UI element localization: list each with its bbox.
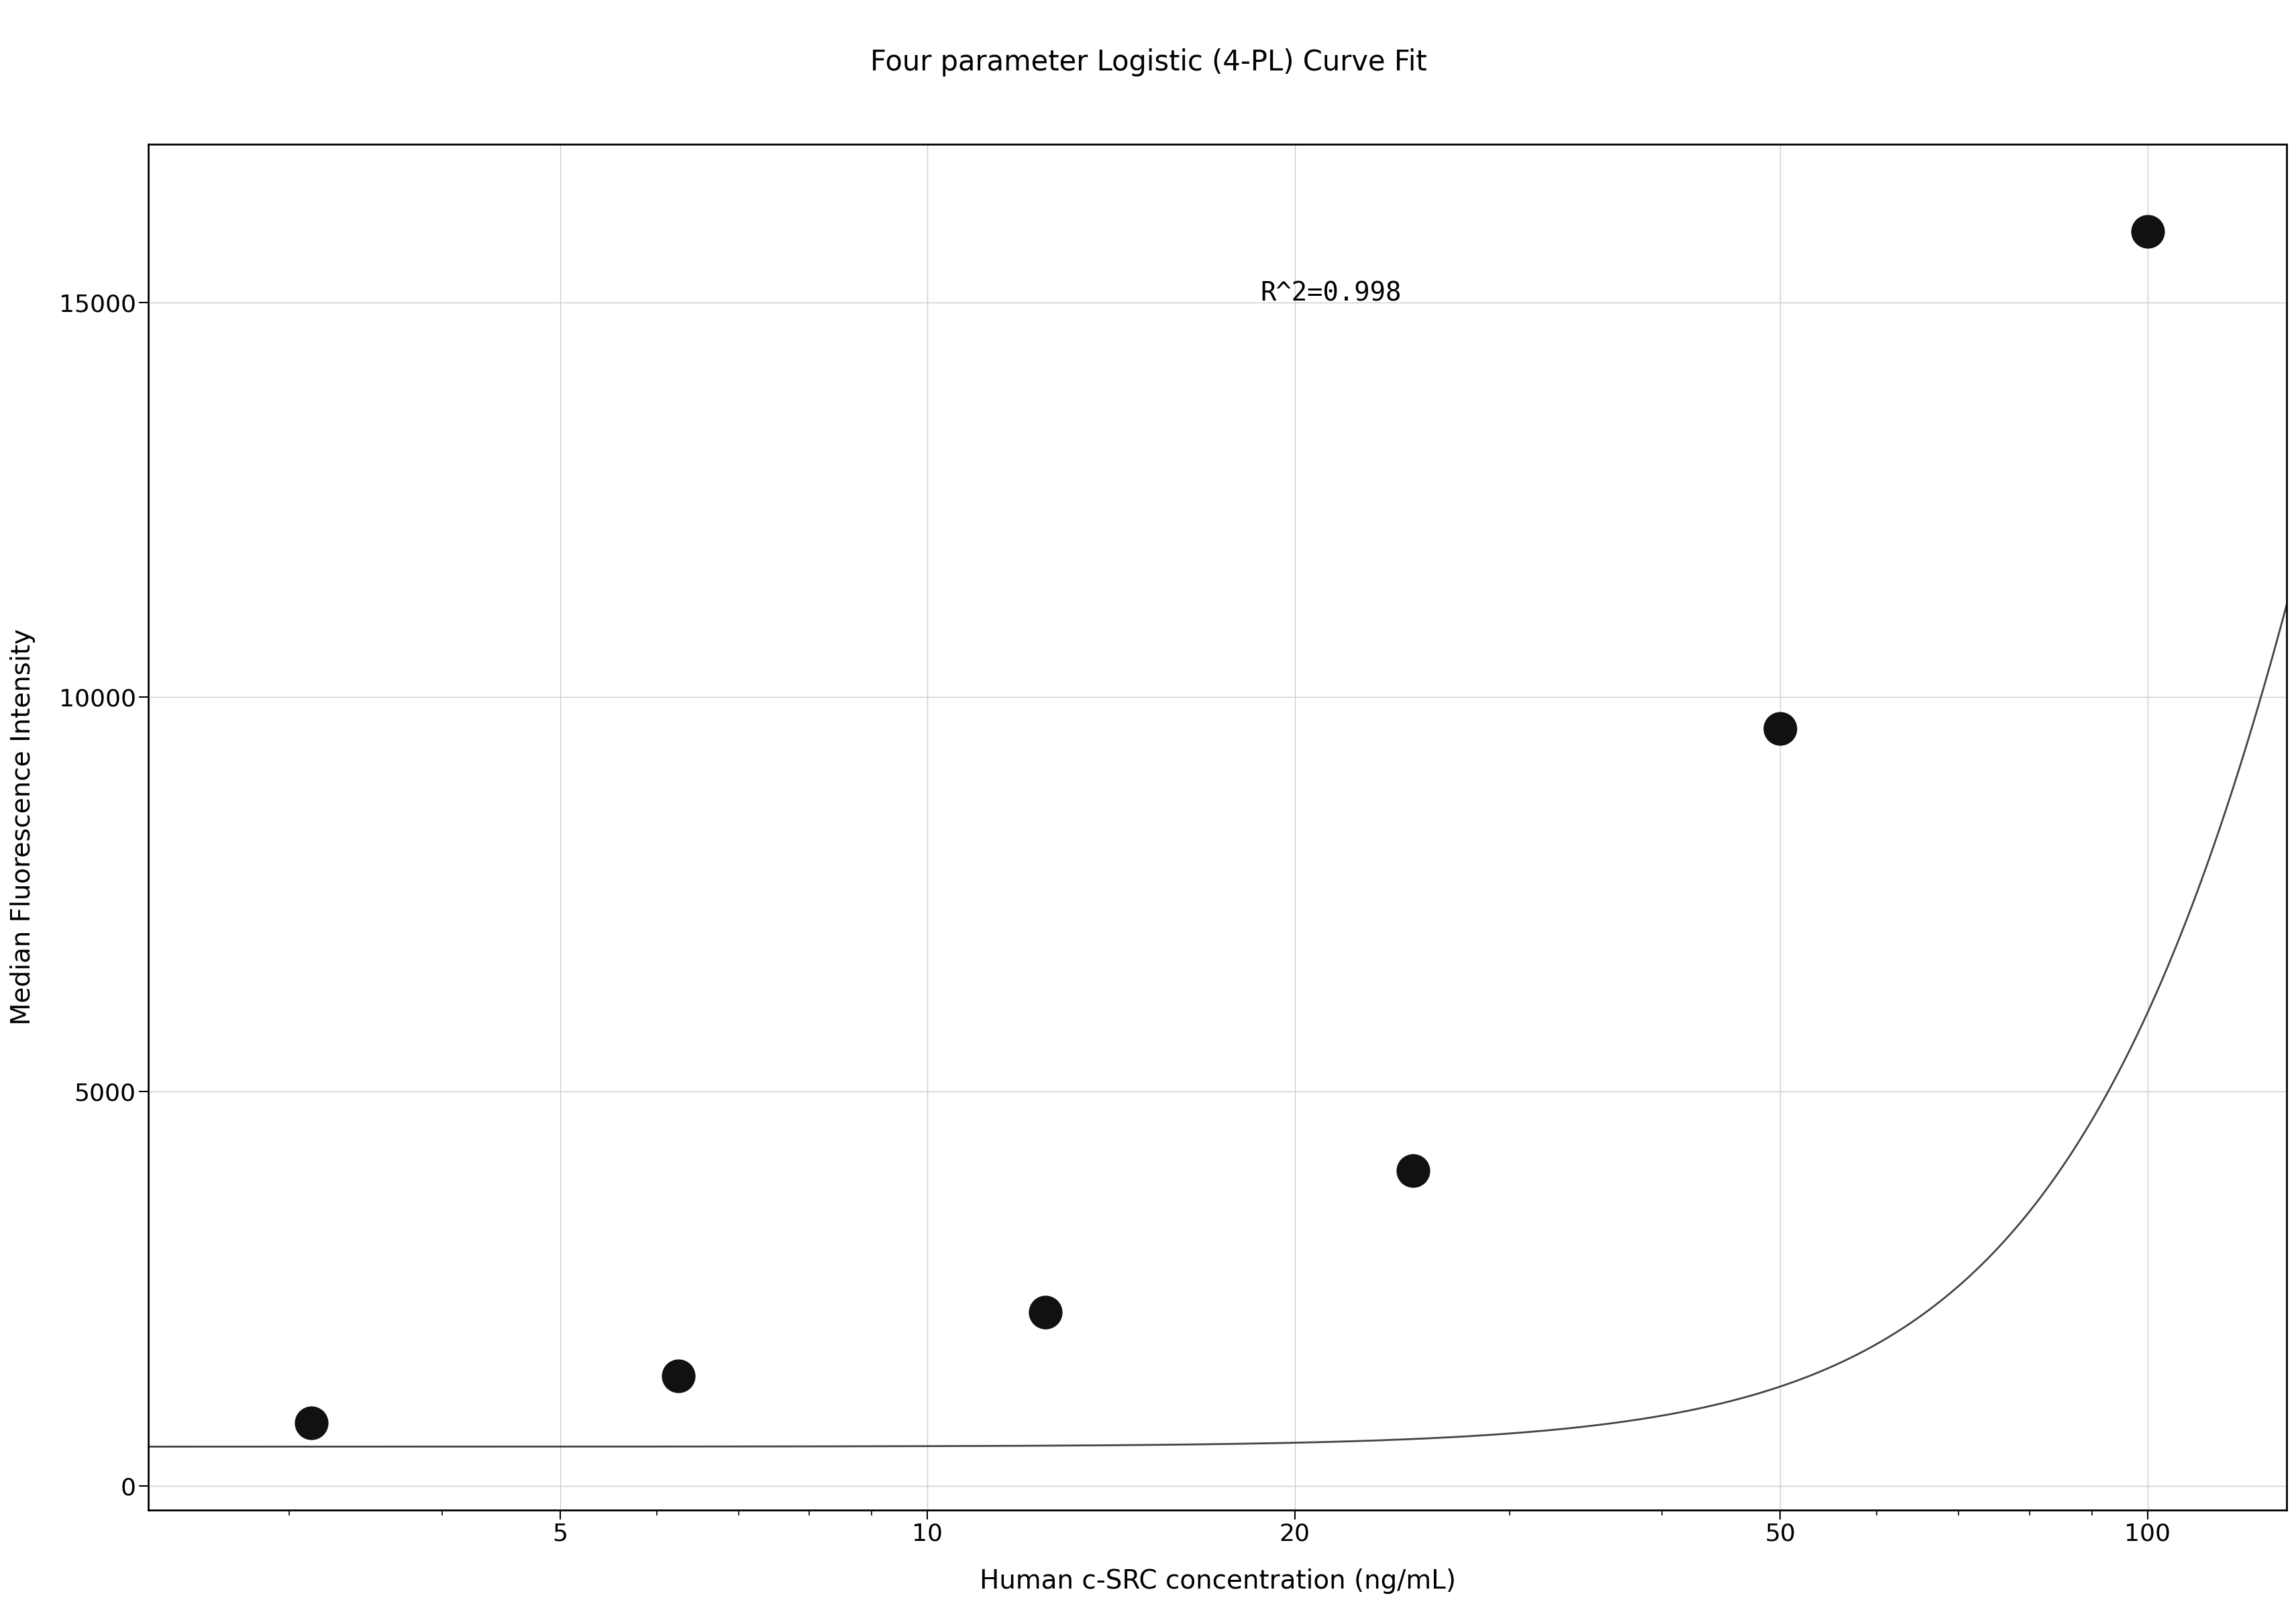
Text: R^2=0.998: R^2=0.998 (1261, 281, 1401, 306)
Point (1394, 1158, 1430, 1184)
Y-axis label: Median Fluorescence Intensity: Median Fluorescence Intensity (9, 629, 34, 1025)
Point (2128, 218, 2165, 244)
X-axis label: Human c-SRC concentration (ng/mL): Human c-SRC concentration (ng/mL) (978, 1569, 1456, 1594)
Point (659, 1363, 696, 1389)
Point (1761, 715, 1798, 741)
Text: Four parameter Logistic (4-PL) Curve Fit: Four parameter Logistic (4-PL) Curve Fit (870, 48, 1426, 77)
Point (1026, 1299, 1063, 1325)
Point (292, 1410, 328, 1436)
